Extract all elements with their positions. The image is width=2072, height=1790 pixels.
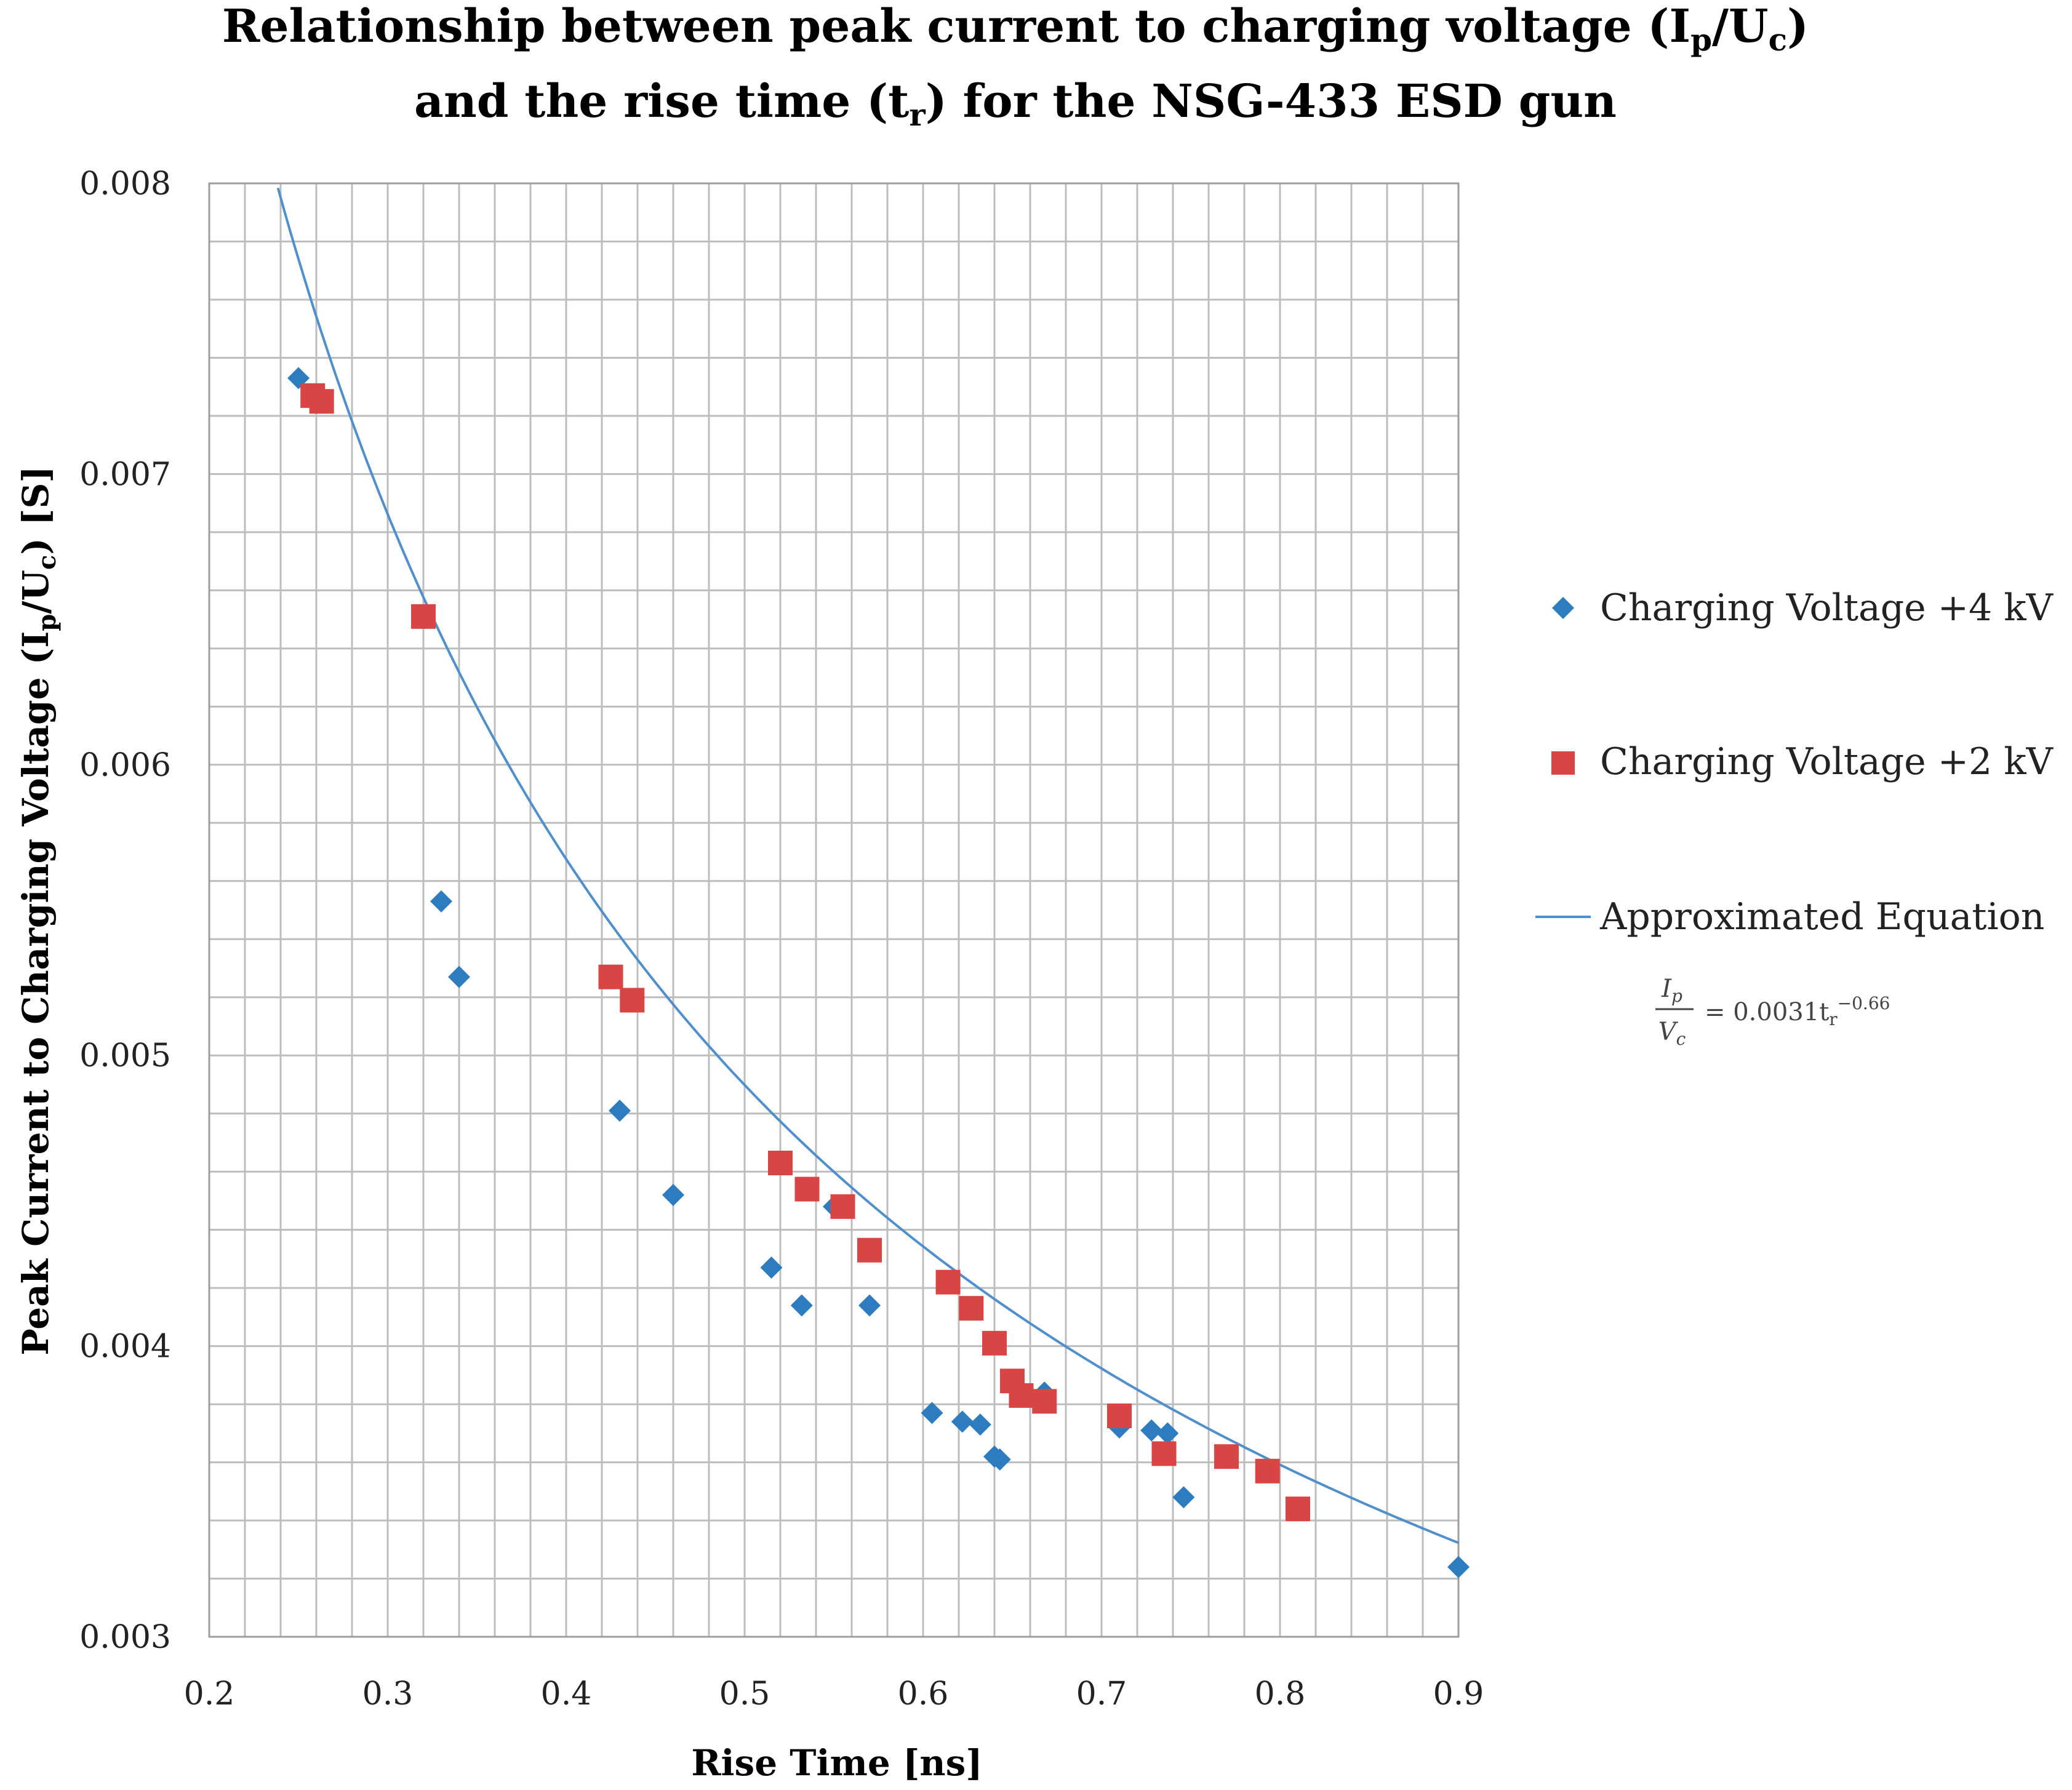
data-point-2kv	[620, 988, 645, 1013]
series-4kv-markers	[287, 367, 1470, 1578]
data-point-4kv	[969, 1413, 991, 1436]
data-point-4kv	[790, 1294, 813, 1317]
legend-diamond-marker	[1552, 597, 1574, 619]
data-point-2kv	[982, 1330, 1007, 1356]
chart-title-line-2: and the rise time (tr) for the NSG-433 E…	[414, 75, 1617, 133]
x-tick-label: 0.5	[719, 1676, 770, 1712]
x-tick-label: 0.7	[1076, 1676, 1127, 1712]
data-point-2kv	[1255, 1458, 1280, 1484]
data-point-2kv	[1151, 1441, 1177, 1466]
data-point-2kv	[1009, 1383, 1034, 1408]
x-tick-label: 0.2	[184, 1676, 235, 1712]
x-tick-label: 0.8	[1255, 1676, 1306, 1712]
grid	[208, 182, 1460, 1638]
data-point-2kv	[309, 389, 334, 414]
data-point-4kv	[662, 1183, 684, 1206]
y-tick-label: 0.004	[79, 1329, 171, 1365]
data-point-2kv	[959, 1296, 984, 1321]
approximated-equation-line	[276, 188, 1459, 1544]
x-axis-title: Rise Time [ns]	[691, 1742, 982, 1784]
data-point-2kv	[1286, 1496, 1310, 1522]
data-point-2kv	[1214, 1444, 1239, 1469]
legend-label-4kv: Charging Voltage +4 kV	[1600, 586, 2054, 629]
legend-item-4kv: Charging Voltage +4 kV	[1552, 586, 2054, 629]
svg-text:Ip: Ip	[1661, 975, 1682, 1006]
data-point-2kv	[1032, 1389, 1057, 1414]
data-point-4kv	[1140, 1419, 1163, 1442]
y-tick-label: 0.007	[79, 456, 171, 493]
legend-item-2kv: Charging Voltage +2 kV	[1551, 740, 2054, 783]
legend-label-fit: Approximated Equation	[1599, 895, 2044, 938]
series-2kv-markers	[300, 383, 1310, 1522]
legend-label-2kv: Charging Voltage +2 kV	[1600, 740, 2054, 783]
y-tick-label: 0.003	[79, 1619, 171, 1656]
data-point-2kv	[935, 1269, 961, 1295]
data-point-2kv	[830, 1194, 855, 1219]
plot-frame	[208, 182, 1460, 1638]
data-point-4kv	[448, 965, 470, 988]
y-tick-label: 0.005	[79, 1037, 171, 1074]
svg-text:= 0.0031tr−0.66: = 0.0031tr−0.66	[1705, 993, 1890, 1029]
data-point-4kv	[760, 1257, 783, 1279]
equation-label: Ip Vc = 0.0031tr−0.66	[1655, 975, 1890, 1049]
data-point-4kv	[858, 1294, 881, 1317]
data-point-4kv	[921, 1402, 943, 1424]
data-point-4kv	[988, 1448, 1011, 1471]
y-axis-tick-labels: 0.003 0.004 0.005 0.006 0.007 0.008	[79, 166, 171, 1656]
chart-title-line-1: Relationship between peak current to cha…	[222, 0, 1809, 58]
data-point-2kv	[1107, 1403, 1132, 1428]
x-tick-label: 0.6	[898, 1676, 949, 1712]
x-tick-label: 0.9	[1433, 1676, 1484, 1712]
legend-square-marker	[1551, 751, 1575, 775]
y-tick-label: 0.008	[79, 166, 171, 202]
data-point-2kv	[794, 1177, 820, 1202]
x-tick-label: 0.4	[541, 1676, 592, 1712]
data-point-2kv	[411, 604, 436, 629]
data-point-2kv	[768, 1150, 793, 1175]
data-point-4kv	[1172, 1486, 1195, 1509]
data-point-4kv	[609, 1099, 631, 1122]
data-point-2kv	[598, 964, 623, 989]
data-point-4kv	[430, 890, 452, 913]
legend-item-fit: Approximated Equation	[1535, 895, 2044, 938]
data-point-4kv	[1156, 1422, 1179, 1445]
y-axis-title: Peak Current to Charging Voltage (Ip/Uc)…	[15, 466, 62, 1356]
y-tick-label: 0.006	[79, 747, 171, 784]
legend: Charging Voltage +4 kV Charging Voltage …	[1535, 586, 2054, 1049]
data-point-4kv	[951, 1410, 974, 1433]
data-point-2kv	[857, 1237, 882, 1263]
x-tick-label: 0.3	[362, 1676, 414, 1712]
data-point-4kv	[1447, 1556, 1470, 1578]
x-axis-tick-labels: 0.2 0.3 0.4 0.5 0.6 0.7 0.8 0.9	[184, 1676, 1484, 1712]
svg-text:Vc: Vc	[1658, 1018, 1686, 1049]
